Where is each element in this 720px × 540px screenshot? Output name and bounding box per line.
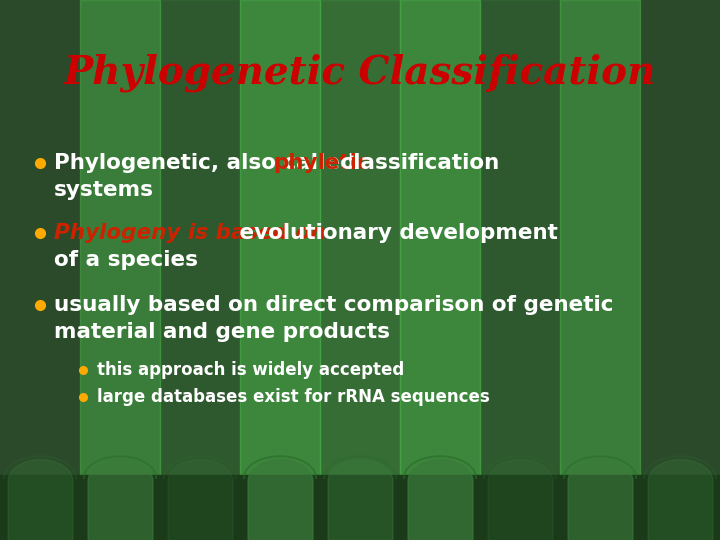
Bar: [400, 0, 480, 497]
Bar: [320, 0, 400, 497]
Bar: [240, 0, 320, 497]
Bar: [160, 0, 240, 497]
Bar: [0, 0, 80, 497]
Text: Phylogenetic Classification: Phylogenetic Classification: [64, 53, 656, 92]
Text: large databases exist for rRNA sequences: large databases exist for rRNA sequences: [97, 388, 490, 406]
Text: Phylogeny is based on: Phylogeny is based on: [54, 223, 325, 244]
Bar: [640, 0, 720, 497]
Text: Phylogenetic, also called: Phylogenetic, also called: [54, 153, 363, 173]
Text: phyletic: phyletic: [274, 153, 370, 173]
Bar: [480, 0, 560, 497]
Bar: [560, 0, 640, 497]
Text: usually based on direct comparison of genetic: usually based on direct comparison of ge…: [54, 295, 613, 315]
Text: evolutionary development: evolutionary development: [232, 223, 558, 244]
Text: this approach is widely accepted: this approach is widely accepted: [97, 361, 405, 379]
Text: of a species: of a species: [54, 250, 198, 271]
Text: classification: classification: [333, 153, 500, 173]
Bar: [80, 0, 160, 497]
Bar: [0, 475, 720, 540]
Text: material and gene products: material and gene products: [54, 322, 390, 342]
Text: systems: systems: [54, 180, 154, 200]
